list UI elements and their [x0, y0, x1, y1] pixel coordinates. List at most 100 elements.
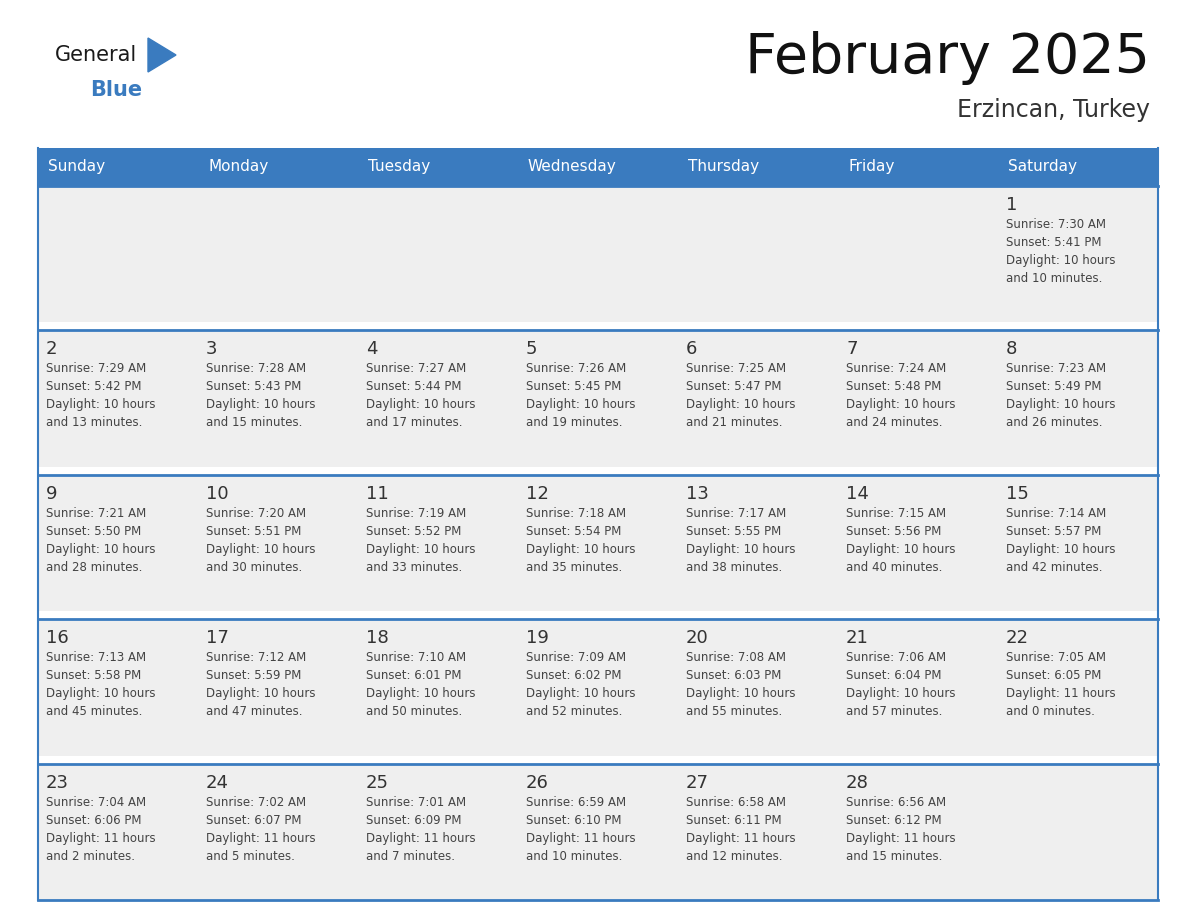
- Text: 12: 12: [526, 485, 549, 503]
- Bar: [678, 322, 838, 330]
- Bar: [838, 900, 998, 908]
- Text: Sunrise: 7:04 AM: Sunrise: 7:04 AM: [46, 796, 146, 809]
- Bar: [358, 900, 518, 908]
- Text: Saturday: Saturday: [1007, 160, 1078, 174]
- Bar: [198, 756, 358, 764]
- Text: Sunset: 5:42 PM: Sunset: 5:42 PM: [46, 380, 141, 394]
- Bar: [38, 764, 198, 900]
- Text: and 0 minutes.: and 0 minutes.: [1006, 705, 1095, 718]
- Bar: [998, 611, 1158, 620]
- Text: Friday: Friday: [848, 160, 895, 174]
- Bar: [518, 620, 678, 756]
- Text: Daylight: 10 hours: Daylight: 10 hours: [46, 543, 156, 555]
- Text: Sunset: 5:57 PM: Sunset: 5:57 PM: [1006, 525, 1101, 538]
- Text: 10: 10: [206, 485, 228, 503]
- Text: Erzincan, Turkey: Erzincan, Turkey: [958, 98, 1150, 122]
- Text: and 33 minutes.: and 33 minutes.: [366, 561, 462, 574]
- Text: General: General: [55, 45, 138, 65]
- Text: and 15 minutes.: and 15 minutes.: [206, 417, 303, 430]
- Text: Sunrise: 7:20 AM: Sunrise: 7:20 AM: [206, 507, 307, 520]
- Text: 8: 8: [1006, 341, 1017, 358]
- Bar: [358, 611, 518, 620]
- Bar: [198, 900, 358, 908]
- Text: Sunset: 6:02 PM: Sunset: 6:02 PM: [526, 669, 621, 682]
- Text: Daylight: 10 hours: Daylight: 10 hours: [206, 688, 316, 700]
- Bar: [998, 900, 1158, 908]
- Bar: [838, 620, 998, 756]
- Bar: [518, 322, 678, 330]
- Text: 24: 24: [206, 774, 229, 791]
- Text: Sunset: 5:43 PM: Sunset: 5:43 PM: [206, 380, 302, 394]
- Text: and 10 minutes.: and 10 minutes.: [1006, 272, 1102, 285]
- Text: Sunset: 5:44 PM: Sunset: 5:44 PM: [366, 380, 461, 394]
- Text: Sunset: 5:41 PM: Sunset: 5:41 PM: [1006, 236, 1101, 249]
- Text: Sunrise: 7:30 AM: Sunrise: 7:30 AM: [1006, 218, 1106, 231]
- Text: Sunrise: 7:28 AM: Sunrise: 7:28 AM: [206, 363, 307, 375]
- Text: 20: 20: [685, 629, 709, 647]
- Text: Daylight: 10 hours: Daylight: 10 hours: [366, 543, 475, 555]
- Text: Blue: Blue: [90, 80, 143, 100]
- Bar: [38, 756, 198, 764]
- Text: Daylight: 10 hours: Daylight: 10 hours: [1006, 254, 1116, 267]
- Text: and 50 minutes.: and 50 minutes.: [366, 705, 462, 718]
- Text: Daylight: 10 hours: Daylight: 10 hours: [685, 543, 796, 555]
- Text: Daylight: 11 hours: Daylight: 11 hours: [685, 832, 796, 845]
- Text: and 10 minutes.: and 10 minutes.: [526, 849, 623, 863]
- Text: Sunset: 6:10 PM: Sunset: 6:10 PM: [526, 813, 621, 826]
- Bar: [678, 764, 838, 900]
- Text: 17: 17: [206, 629, 229, 647]
- Text: Sunrise: 7:29 AM: Sunrise: 7:29 AM: [46, 363, 146, 375]
- Text: and 47 minutes.: and 47 minutes.: [206, 705, 303, 718]
- Text: 9: 9: [46, 485, 57, 503]
- Text: 3: 3: [206, 341, 217, 358]
- Text: and 2 minutes.: and 2 minutes.: [46, 849, 135, 863]
- Bar: [998, 186, 1158, 322]
- Text: Sunset: 6:11 PM: Sunset: 6:11 PM: [685, 813, 782, 826]
- Text: Sunset: 6:01 PM: Sunset: 6:01 PM: [366, 669, 461, 682]
- Text: and 30 minutes.: and 30 minutes.: [206, 561, 302, 574]
- Text: and 12 minutes.: and 12 minutes.: [685, 849, 783, 863]
- Text: Sunset: 5:50 PM: Sunset: 5:50 PM: [46, 525, 141, 538]
- Bar: [358, 756, 518, 764]
- Text: Daylight: 11 hours: Daylight: 11 hours: [206, 832, 316, 845]
- Bar: [518, 186, 678, 322]
- Text: Daylight: 10 hours: Daylight: 10 hours: [526, 688, 636, 700]
- Text: Sunset: 5:48 PM: Sunset: 5:48 PM: [846, 380, 941, 394]
- Text: Sunrise: 7:18 AM: Sunrise: 7:18 AM: [526, 507, 626, 520]
- Text: Sunset: 5:49 PM: Sunset: 5:49 PM: [1006, 380, 1101, 394]
- Bar: [358, 475, 518, 611]
- Bar: [198, 330, 358, 466]
- Text: 21: 21: [846, 629, 868, 647]
- Bar: [518, 756, 678, 764]
- Text: and 21 minutes.: and 21 minutes.: [685, 417, 783, 430]
- Text: Sunrise: 7:24 AM: Sunrise: 7:24 AM: [846, 363, 947, 375]
- Bar: [998, 756, 1158, 764]
- Text: Daylight: 10 hours: Daylight: 10 hours: [366, 398, 475, 411]
- Text: Sunrise: 7:26 AM: Sunrise: 7:26 AM: [526, 363, 626, 375]
- Text: 16: 16: [46, 629, 69, 647]
- Text: Sunrise: 7:10 AM: Sunrise: 7:10 AM: [366, 651, 466, 665]
- Text: 18: 18: [366, 629, 388, 647]
- Bar: [198, 475, 358, 611]
- Text: 7: 7: [846, 341, 858, 358]
- Text: February 2025: February 2025: [745, 31, 1150, 85]
- Bar: [198, 466, 358, 475]
- Bar: [678, 466, 838, 475]
- Bar: [998, 466, 1158, 475]
- Text: Sunset: 6:07 PM: Sunset: 6:07 PM: [206, 813, 302, 826]
- Bar: [198, 186, 358, 322]
- Bar: [678, 611, 838, 620]
- Text: and 55 minutes.: and 55 minutes.: [685, 705, 782, 718]
- Text: Sunrise: 7:21 AM: Sunrise: 7:21 AM: [46, 507, 146, 520]
- Bar: [38, 900, 198, 908]
- Text: Sunrise: 7:05 AM: Sunrise: 7:05 AM: [1006, 651, 1106, 665]
- Text: Sunset: 5:47 PM: Sunset: 5:47 PM: [685, 380, 782, 394]
- Text: 28: 28: [846, 774, 868, 791]
- Bar: [998, 322, 1158, 330]
- Text: Daylight: 11 hours: Daylight: 11 hours: [46, 832, 156, 845]
- Bar: [518, 900, 678, 908]
- Text: and 19 minutes.: and 19 minutes.: [526, 417, 623, 430]
- Text: Sunrise: 7:06 AM: Sunrise: 7:06 AM: [846, 651, 946, 665]
- Bar: [518, 611, 678, 620]
- Text: 15: 15: [1006, 485, 1029, 503]
